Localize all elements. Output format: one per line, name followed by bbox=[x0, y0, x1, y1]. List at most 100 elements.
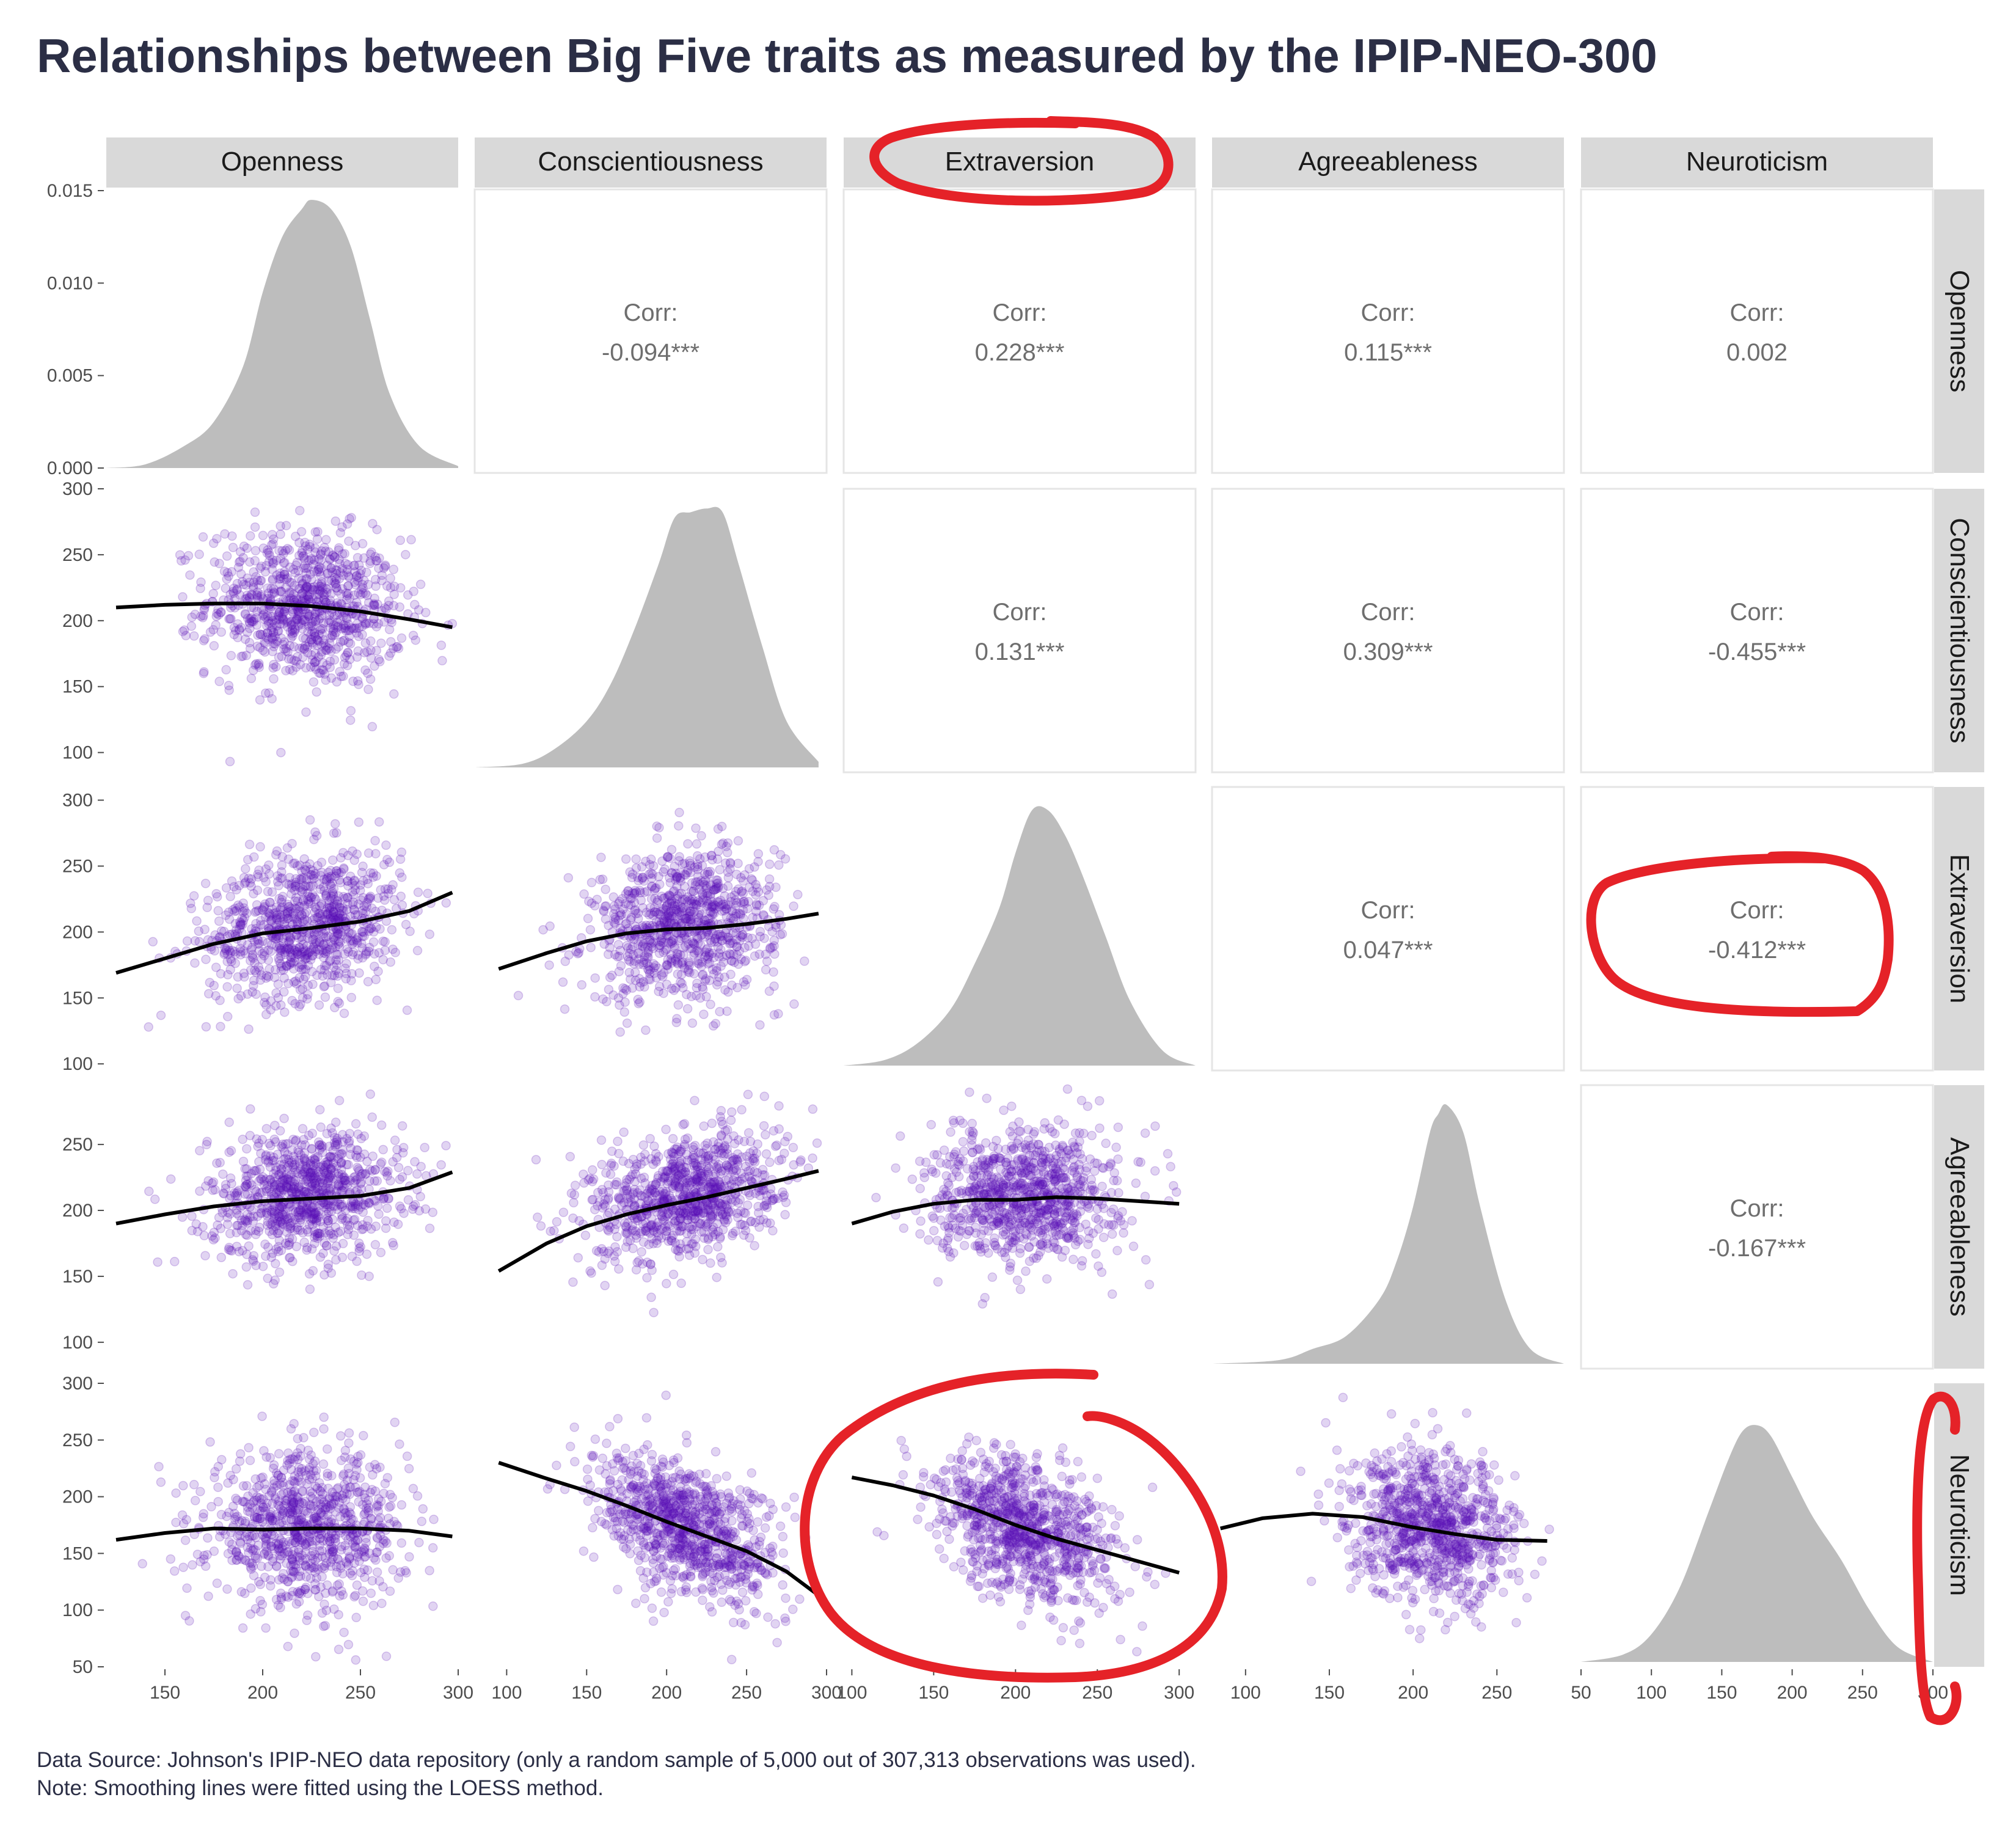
scatter-point bbox=[635, 997, 645, 1007]
scatter-point bbox=[227, 1539, 237, 1549]
scatter-point bbox=[282, 616, 293, 626]
scatter-point bbox=[322, 560, 332, 570]
scatter-point bbox=[346, 706, 356, 716]
scatter-point bbox=[336, 589, 346, 599]
scatter-point bbox=[367, 1166, 377, 1176]
scatter-point bbox=[284, 932, 294, 942]
scatter-point bbox=[288, 858, 298, 869]
scatter-point bbox=[274, 1235, 285, 1245]
scatter-point bbox=[365, 1089, 376, 1099]
scatter-point bbox=[252, 591, 262, 601]
scatter-point bbox=[200, 1251, 210, 1260]
scatter-point bbox=[180, 625, 189, 635]
corr-panel-agreeableness-neuroticism bbox=[1580, 1084, 1934, 1370]
scatter-point bbox=[299, 1433, 309, 1443]
corr-value: 0.002 bbox=[1726, 339, 1788, 366]
scatter-point bbox=[297, 620, 307, 629]
scatter-point bbox=[294, 611, 304, 621]
scatter-point bbox=[339, 1008, 349, 1019]
scatter-point bbox=[573, 1253, 583, 1263]
scatter-point bbox=[613, 1136, 623, 1146]
scatter-point bbox=[428, 1543, 438, 1553]
scatter-point bbox=[181, 631, 191, 641]
scatter-point bbox=[281, 643, 291, 653]
scatter-point bbox=[307, 869, 316, 880]
scatter-point bbox=[337, 1253, 348, 1262]
scatter-point bbox=[608, 990, 618, 1000]
scatter-point bbox=[246, 589, 257, 599]
scatter-point bbox=[250, 1553, 261, 1563]
scatter-point bbox=[202, 1140, 211, 1150]
scatter-point bbox=[324, 1230, 334, 1240]
scatter-point bbox=[202, 1549, 212, 1560]
scatter-point bbox=[321, 546, 331, 556]
scatter-point bbox=[286, 952, 296, 962]
scatter-point bbox=[513, 990, 524, 1001]
scatter-point bbox=[344, 1428, 354, 1438]
scatter-point bbox=[744, 864, 754, 874]
scatter-point bbox=[294, 584, 305, 594]
scatter-point bbox=[371, 975, 381, 984]
scatter-point bbox=[571, 946, 581, 957]
scatter-point bbox=[425, 1565, 434, 1576]
scatter-point bbox=[722, 1006, 732, 1016]
scatter-point bbox=[235, 902, 244, 912]
scatter-point bbox=[360, 588, 370, 599]
scatter-point bbox=[213, 1496, 223, 1507]
scatter-point bbox=[558, 977, 568, 987]
scatter-point bbox=[265, 1174, 276, 1185]
scatter-point bbox=[723, 987, 733, 997]
scatter-point bbox=[291, 1135, 301, 1145]
scatter-point bbox=[780, 1136, 790, 1147]
corr-panel-extraversion-agreeableness bbox=[1211, 786, 1565, 1072]
scatter-point bbox=[294, 505, 305, 516]
scatter-point bbox=[703, 943, 712, 954]
scatter-point bbox=[343, 1511, 353, 1521]
scatter-point bbox=[341, 595, 352, 605]
scatter-point bbox=[339, 1173, 349, 1183]
scatter-point bbox=[267, 887, 277, 897]
scatter-point bbox=[354, 817, 364, 827]
scatter-point bbox=[314, 629, 324, 640]
scatter-point bbox=[252, 1482, 262, 1493]
scatter-point bbox=[319, 932, 329, 942]
strip-top-label-agreeableness: Agreeableness bbox=[1298, 147, 1478, 177]
scatter-point bbox=[255, 643, 265, 653]
scatter-point bbox=[266, 1253, 277, 1262]
scatter-point bbox=[170, 1257, 180, 1267]
scatter-point bbox=[220, 1529, 230, 1539]
scatter-point bbox=[326, 633, 335, 643]
scatter-point bbox=[349, 1178, 359, 1188]
scatter-point bbox=[299, 643, 309, 654]
scatter-point bbox=[332, 568, 341, 579]
scatter-point bbox=[352, 1152, 362, 1163]
scatter-point bbox=[330, 552, 340, 562]
scatter-point bbox=[314, 1592, 324, 1601]
scatter-point bbox=[317, 1510, 327, 1520]
scatter-point bbox=[303, 1188, 313, 1198]
scatter-point bbox=[330, 819, 340, 829]
scatter-point bbox=[341, 974, 351, 984]
scatter-point bbox=[352, 618, 362, 629]
scatter-point bbox=[701, 902, 711, 912]
scatter-point bbox=[304, 590, 315, 599]
scatter-point bbox=[730, 895, 740, 906]
scatter-point bbox=[298, 633, 308, 643]
scatter-point bbox=[228, 1268, 238, 1279]
scatter-point bbox=[249, 1212, 258, 1221]
scatter-point bbox=[268, 574, 278, 584]
scatter-point bbox=[298, 887, 307, 897]
scatter-point bbox=[233, 972, 243, 982]
scatter-point bbox=[315, 668, 326, 678]
scatter-point bbox=[224, 946, 235, 956]
scatter-point bbox=[324, 1141, 334, 1152]
scatter-point bbox=[315, 871, 326, 880]
scatter-point bbox=[417, 1517, 427, 1526]
scatter-point bbox=[378, 1144, 388, 1155]
scatter-point bbox=[169, 1566, 180, 1576]
scatter-point bbox=[284, 1233, 294, 1243]
scatter-point bbox=[293, 1467, 303, 1477]
scatter-point bbox=[233, 632, 243, 643]
scatter-point bbox=[222, 982, 232, 992]
scatter-point bbox=[321, 535, 331, 545]
